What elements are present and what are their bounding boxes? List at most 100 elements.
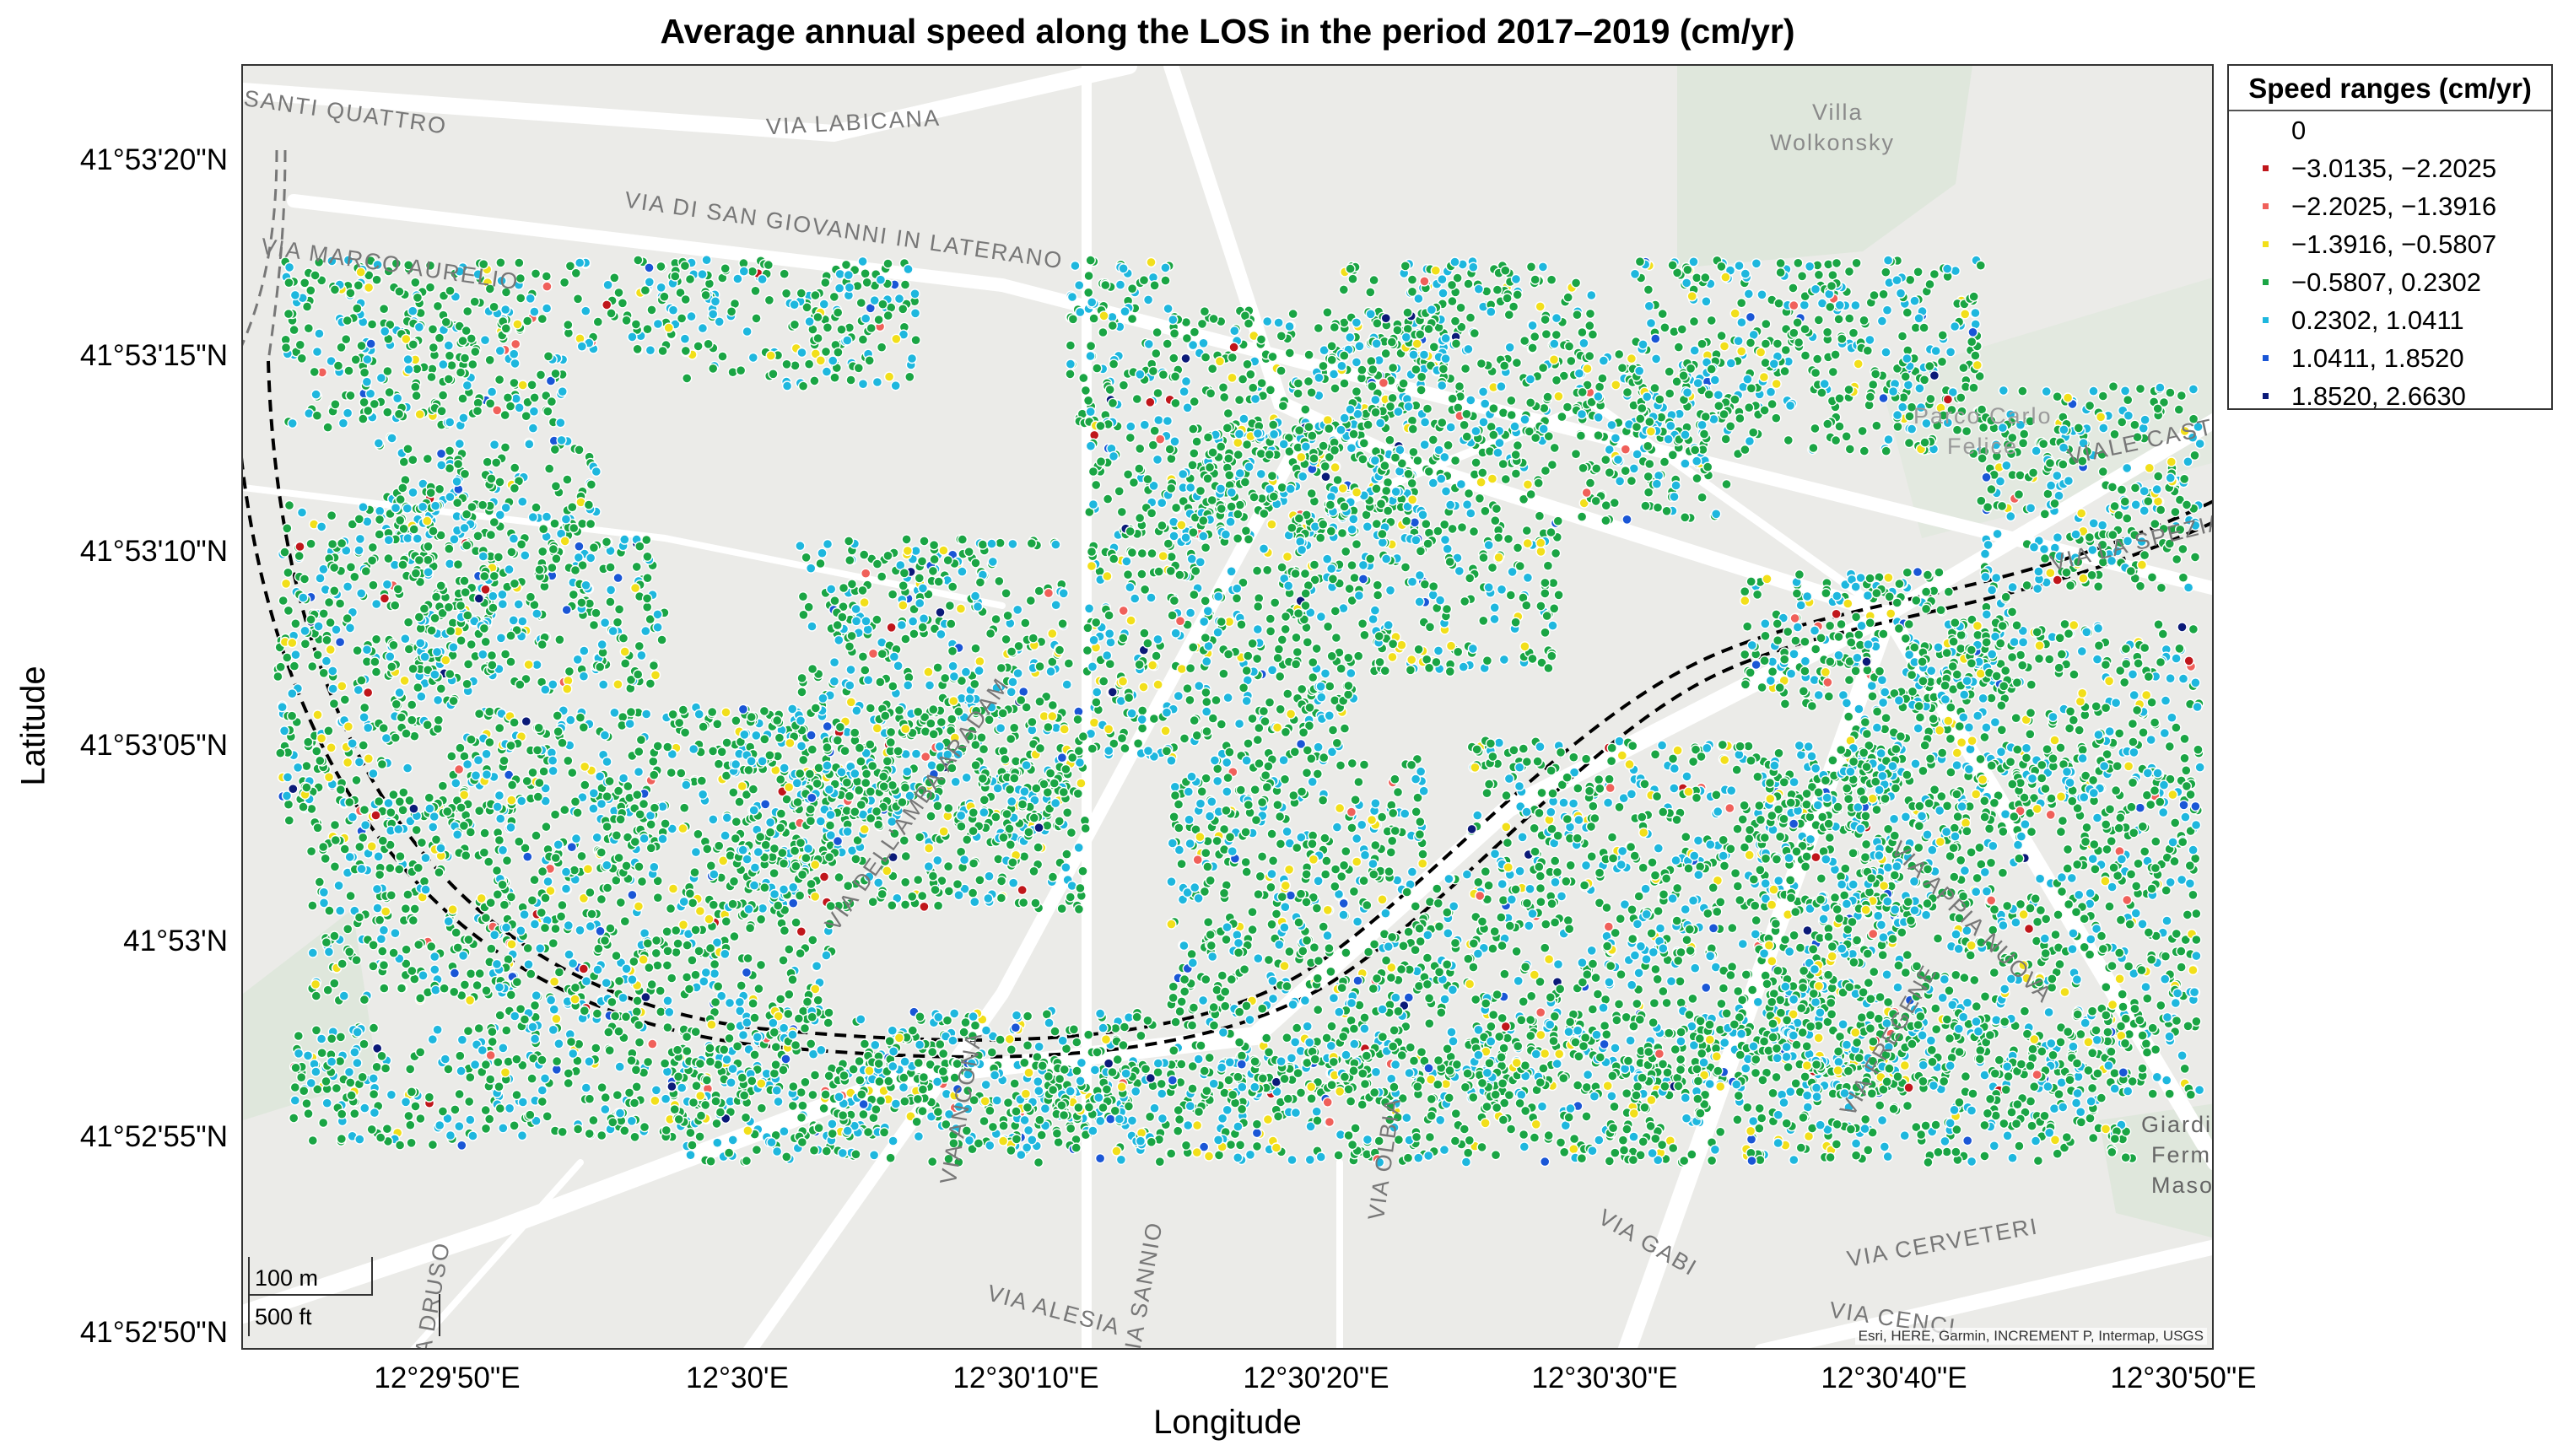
speed-point: [1343, 680, 1354, 692]
speed-point: [317, 841, 329, 853]
speed-point: [1292, 608, 1304, 619]
speed-point: [675, 287, 686, 299]
speed-point: [329, 930, 340, 941]
speed-point: [828, 291, 839, 303]
speed-point: [1467, 643, 1479, 655]
speed-point: [882, 310, 893, 321]
map-plot-area[interactable]: VIA LABICANA VIA DI SAN GIOVANNI IN LATE…: [241, 64, 2214, 1350]
speed-point: [423, 567, 434, 578]
speed-point: [290, 650, 301, 661]
speed-point: [1227, 372, 1238, 383]
speed-point: [1390, 486, 1401, 498]
speed-point: [601, 977, 612, 989]
speed-point: [1293, 513, 1305, 524]
speed-point: [359, 396, 370, 408]
speed-point: [1181, 332, 1193, 344]
speed-point: [1103, 610, 1114, 621]
speed-point: [578, 671, 590, 682]
speed-point: [560, 866, 572, 877]
speed-point: [438, 359, 449, 370]
speed-point: [801, 552, 812, 563]
speed-point: [412, 292, 424, 303]
speed-point: [1379, 666, 1391, 677]
speed-point: [1294, 536, 1306, 547]
speed-point: [765, 350, 776, 361]
speed-point: [1379, 460, 1390, 472]
speed-point: [641, 593, 653, 604]
speed-point: [1264, 449, 1275, 460]
speed-point: [972, 601, 984, 612]
speed-point: [592, 316, 603, 327]
speed-point: [1511, 357, 1523, 369]
speed-point: [796, 347, 807, 359]
speed-point: [946, 618, 957, 629]
speed-point: [569, 564, 581, 576]
speed-point: [861, 277, 872, 288]
speed-point: [648, 756, 659, 767]
speed-point: [410, 381, 421, 392]
speed-point: [334, 598, 346, 609]
speed-point: [359, 702, 370, 714]
speed-point: [509, 483, 521, 493]
speed-point: [491, 457, 502, 468]
speed-point: [422, 453, 434, 465]
speed-point: [687, 898, 699, 909]
speed-point: [461, 325, 472, 337]
speed-point: [459, 468, 471, 479]
speed-point: [1190, 565, 1201, 577]
speed-point: [566, 842, 577, 853]
speed-point: [633, 255, 644, 266]
speed-point: [861, 568, 871, 579]
speed-point: [1258, 705, 1270, 717]
speed-point: [1463, 488, 1475, 499]
speed-point: [510, 358, 521, 369]
speed-point: [1368, 274, 1379, 286]
speed-point: [1075, 306, 1086, 318]
speed-point: [548, 765, 558, 776]
speed-point: [488, 590, 499, 601]
speed-point: [947, 661, 958, 671]
speed-point: [574, 541, 585, 552]
speed-point: [994, 575, 1005, 587]
speed-point: [509, 348, 520, 359]
speed-point: [410, 277, 421, 288]
speed-point: [1261, 315, 1273, 327]
speed-point: [833, 347, 844, 358]
speed-point: [579, 645, 590, 656]
speed-point: [987, 556, 998, 568]
speed-point: [829, 596, 840, 607]
speed-point: [1151, 650, 1162, 661]
speed-point: [834, 268, 845, 280]
speed-point: [1086, 546, 1098, 558]
speed-point: [612, 617, 623, 628]
speed-point: [370, 666, 382, 677]
speed-point: [915, 597, 925, 609]
speed-point: [525, 591, 537, 602]
speed-point: [812, 311, 823, 323]
speed-point: [641, 709, 652, 720]
speed-point: [1489, 602, 1500, 613]
speed-point: [514, 257, 525, 268]
speed-point: [826, 584, 837, 595]
speed-point: [680, 294, 691, 305]
speed-point: [873, 314, 884, 326]
speed-point: [354, 533, 366, 545]
speed-point: [942, 555, 953, 566]
speed-point: [516, 795, 527, 806]
speed-point: [698, 721, 709, 732]
speed-point: [1327, 725, 1339, 736]
speed-point: [315, 755, 326, 766]
speed-point: [505, 822, 516, 833]
speed-point: [556, 434, 567, 446]
speed-point: [368, 961, 379, 972]
speed-point: [323, 772, 335, 783]
speed-point: [1255, 468, 1267, 480]
speed-point: [1264, 697, 1276, 708]
speed-point: [1285, 709, 1297, 720]
speed-point: [294, 541, 305, 553]
speed-point: [747, 352, 758, 364]
speed-point: [578, 722, 589, 733]
speed-point: [495, 813, 506, 824]
speed-point: [596, 639, 607, 650]
speed-point: [1904, 274, 1916, 286]
